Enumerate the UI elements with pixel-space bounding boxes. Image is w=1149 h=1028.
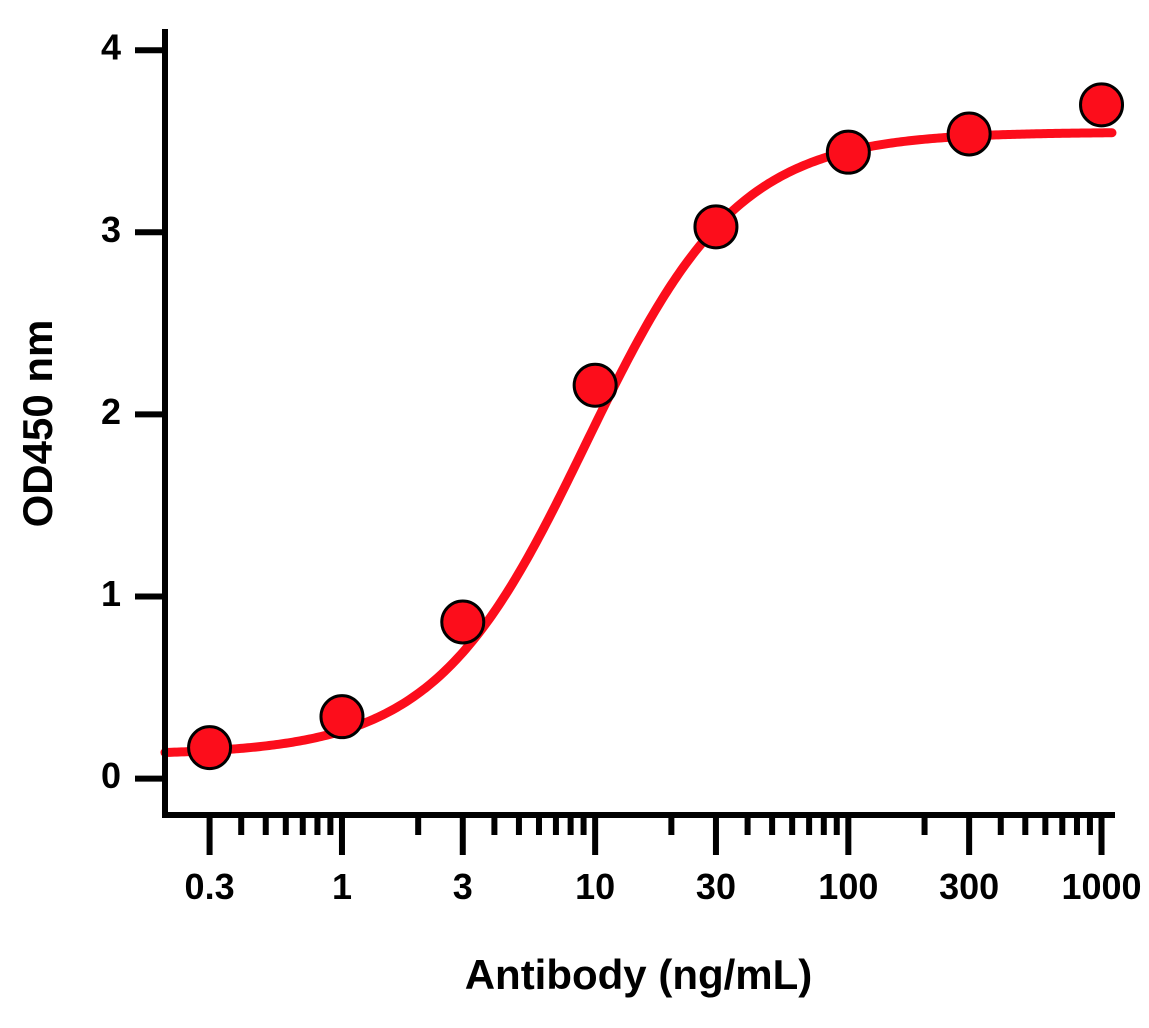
y-tick-label: 2 [101,391,121,432]
x-tick-label: 10 [575,866,615,907]
dose-response-chart: 0 1 2 3 4 0.3 1 3 10 30 100 300 1000 OD450 nm Antibody… [0,0,1149,1028]
data-point [189,727,231,769]
data-point [574,364,616,406]
data-point [1081,84,1123,126]
y-tick-label: 0 [101,755,121,796]
y-axis-label: OD450 nm [14,320,61,528]
x-tick-label: 3 [453,866,473,907]
x-tick-label: 0.3 [185,866,235,907]
x-tick-label: 30 [696,866,736,907]
x-axis-label: Antibody (ng/mL) [465,951,813,998]
x-tick-label: 300 [939,866,999,907]
y-tick-label: 1 [101,573,121,614]
y-tick-label: 3 [101,209,121,250]
data-point [695,206,737,248]
y-tick-label: 4 [101,27,121,68]
data-point [321,696,363,738]
data-point [948,113,990,155]
x-tick-label: 100 [818,866,878,907]
data-point [442,601,484,643]
chart-svg: 0 1 2 3 4 0.3 1 3 10 30 100 300 1000 OD450 nm Antibody… [0,0,1149,1028]
data-point [827,131,869,173]
x-tick-label: 1000 [1061,866,1141,907]
x-tick-label: 1 [332,866,352,907]
